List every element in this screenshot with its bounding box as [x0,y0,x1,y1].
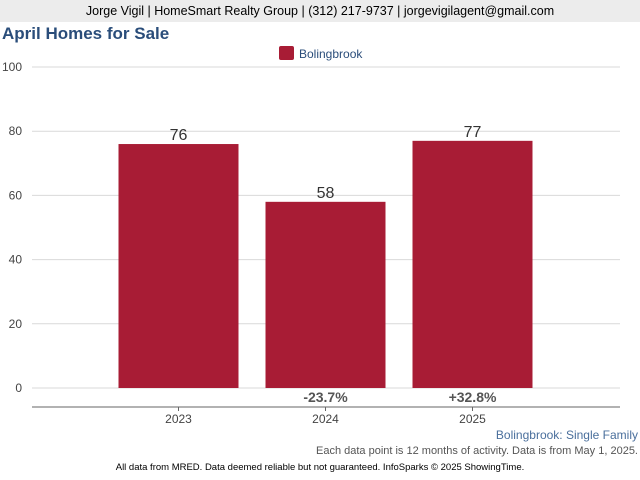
bar-value-label: 58 [317,185,335,202]
legend-swatch [279,46,294,60]
footer-series-label: Bolingbrook: Single Family [495,428,638,442]
x-axis-ticks: 2023 2024 2025 [165,407,486,426]
footer-activity-note: Each data point is 12 months of activity… [315,445,638,457]
y-tick-label: 0 [15,381,22,395]
change-label: +32.8% [449,389,497,405]
x-tick-label: 2025 [459,412,486,426]
y-axis-ticks: 0 20 40 60 80 100 [2,60,22,395]
x-tick-label: 2023 [165,412,192,426]
header-contact-bar: Jorge Vigil | HomeSmart Realty Group | (… [0,0,640,22]
y-tick-label: 60 [9,188,23,202]
y-tick-label: 20 [9,317,23,331]
bar [265,201,386,388]
chart-title: April Homes for Sale [2,24,170,43]
bar [118,144,239,388]
legend-label: Bolingbrook [299,47,363,61]
bar-chart: Bolingbrook 0 20 40 60 80 100 76 58 77 2023 2024… [2,46,620,426]
footer-disclaimer: All data from MRED. Data deemed reliable… [115,462,525,473]
chart-legend[interactable]: Bolingbrook [279,46,363,61]
bar-value-label: 76 [170,127,188,144]
y-tick-label: 80 [9,124,23,138]
y-tick-label: 40 [9,253,23,267]
bar [412,140,533,388]
header-contact-text: Jorge Vigil | HomeSmart Realty Group | (… [85,4,555,18]
y-tick-label: 100 [2,60,22,74]
x-tick-label: 2024 [312,412,339,426]
bar-value-label: 77 [464,124,482,141]
change-labels: -23.7% +32.8% [303,389,497,405]
chart-bars: 76 58 77 [118,124,533,388]
change-label: -23.7% [303,389,348,405]
